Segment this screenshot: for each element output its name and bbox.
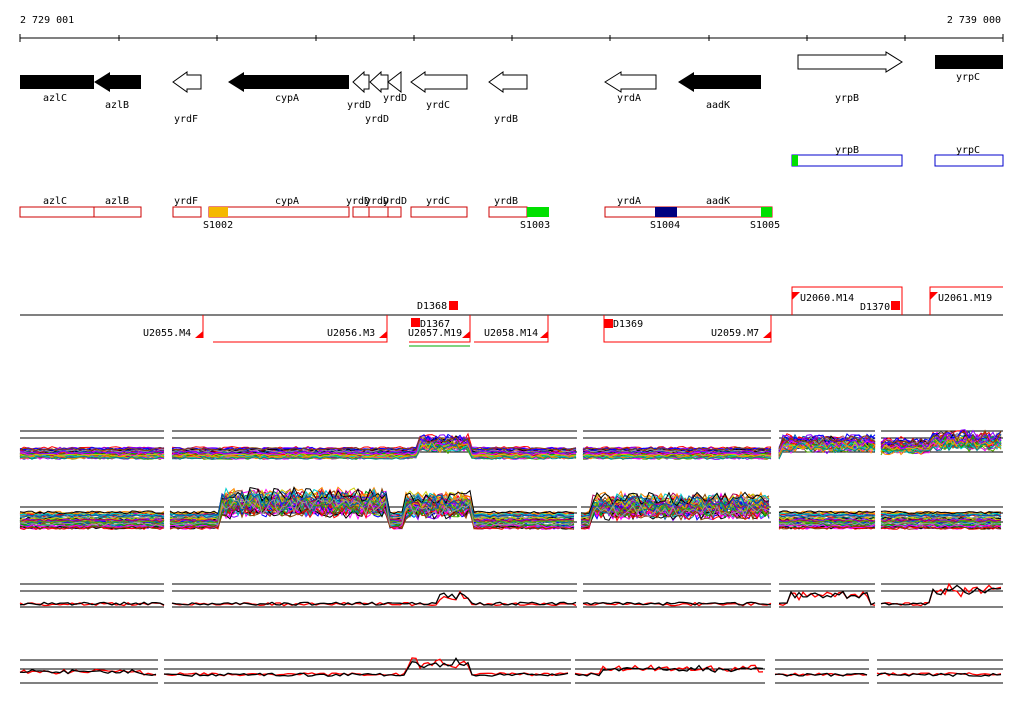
reverse-box-yrdA[interactable]: [605, 207, 656, 217]
site-label: S1004: [650, 220, 680, 231]
transcript-end-marker: [379, 331, 387, 338]
gene-label: cypA: [275, 93, 299, 104]
gene-arrow-aadK[interactable]: [678, 72, 761, 92]
gene-label: yrpB: [835, 93, 859, 104]
gene-label: yrdF: [174, 114, 198, 125]
box-label: cypA: [275, 196, 299, 207]
box-label: azlC: [43, 196, 67, 207]
gene-arrow-azlC[interactable]: [20, 75, 94, 89]
transcript-end-marker: [195, 331, 203, 338]
marker-label: D1367: [420, 319, 450, 330]
box-label: yrdF: [174, 196, 198, 207]
transcript-label: U2056.M3: [327, 328, 375, 339]
box-label: yrdC: [426, 196, 450, 207]
site-label: S1003: [520, 220, 550, 231]
reverse-box-yrdD[interactable]: [353, 207, 369, 217]
gene-label: yrdD: [365, 114, 389, 125]
gene-arrow-yrdD[interactable]: [388, 72, 401, 92]
coordinate-ruler: 2 729 001 2 739 000: [20, 15, 1003, 42]
site-marker-S1002[interactable]: [209, 207, 228, 217]
marker-D1370[interactable]: [891, 301, 900, 310]
gene-label: yrpC: [956, 72, 980, 83]
transcript-start-marker: [930, 292, 938, 300]
reverse-box-yrdB[interactable]: [489, 207, 527, 217]
profile-trace: [881, 585, 1001, 605]
marker-D1367[interactable]: [411, 318, 420, 327]
marker-D1369[interactable]: [604, 319, 613, 328]
gene-arrow-yrdB[interactable]: [489, 72, 527, 92]
gene-label: yrdA: [617, 93, 641, 104]
coord-start: 2 729 001: [20, 15, 74, 26]
gene-label: aadK: [706, 100, 730, 111]
site-label: S1005: [750, 220, 780, 231]
site-label: S1002: [203, 220, 233, 231]
box-label: yrpB: [835, 145, 859, 156]
reverse-box-yrdD[interactable]: [369, 207, 388, 217]
transcript-label: U2058.M14: [484, 328, 538, 339]
transcript-start-marker: [792, 292, 800, 300]
gene-label: azlC: [43, 93, 67, 104]
forward-box-track: yrpB yrpC: [792, 145, 1003, 166]
reverse-box-azlC[interactable]: [20, 207, 94, 217]
transcript-label: U2055.M4: [143, 328, 191, 339]
marker-D1368[interactable]: [449, 301, 458, 310]
gene-arrow-yrdC[interactable]: [411, 72, 467, 92]
box-label: aadK: [706, 196, 730, 207]
transcript-label: U2059.M7: [711, 328, 759, 339]
reverse-box-yrdD[interactable]: [388, 207, 401, 217]
gene-arrow-yrdD[interactable]: [370, 72, 388, 92]
forward-site-marker: [792, 155, 798, 166]
profile-trace: [779, 592, 875, 605]
reverse-box-yrdC[interactable]: [411, 207, 467, 217]
site-marker-S1003[interactable]: [527, 207, 549, 217]
gene-arrow-cypA[interactable]: [228, 72, 349, 92]
gene-label: yrdC: [426, 100, 450, 111]
transcript-label: U2060.M14: [800, 293, 854, 304]
site-marker-S1005[interactable]: [761, 207, 772, 217]
marker-label: D1368: [417, 301, 447, 312]
profile-trace: [172, 434, 576, 450]
reverse-box-track: azlC azlB yrdF cypA yrdD yrdD yrdD yrdC …: [20, 196, 780, 231]
box-label: azlB: [105, 196, 129, 207]
marker-label: D1370: [860, 302, 890, 313]
box-label: yrpC: [956, 145, 980, 156]
gene-track: azlC azlB yrdF cypA yrdD yrdD yrdD yrdC …: [20, 52, 1003, 125]
box-label: yrdD: [383, 196, 407, 207]
transcript-end-marker: [540, 331, 548, 338]
profile-trace: [164, 658, 568, 676]
forward-box-yrpB[interactable]: [792, 155, 902, 166]
expression-profiles: [20, 430, 1003, 683]
reverse-box-yrdF[interactable]: [173, 207, 201, 217]
reverse-box-azlB[interactable]: [94, 207, 141, 217]
marker-label: D1369: [613, 319, 643, 330]
gene-arrow-yrpC[interactable]: [935, 55, 1003, 69]
profile-trace: [164, 658, 568, 676]
gene-label: yrdB: [494, 114, 518, 125]
gene-arrow-yrdD[interactable]: [353, 72, 369, 92]
box-label: yrdA: [617, 196, 641, 207]
transcript-end-marker: [462, 331, 470, 338]
transcript-label: U2061.M19: [938, 293, 992, 304]
gene-arrow-yrdF[interactable]: [173, 72, 201, 92]
forward-box-yrpC[interactable]: [935, 155, 1003, 166]
box-label: yrdB: [494, 196, 518, 207]
gene-label: yrdD: [347, 100, 371, 111]
gene-arrow-azlB[interactable]: [94, 72, 141, 92]
transcript-end-marker: [763, 331, 771, 338]
gene-label: yrdD: [383, 93, 407, 104]
site-marker-S1004[interactable]: [655, 207, 677, 217]
coord-end: 2 739 000: [947, 15, 1001, 26]
gene-arrow-yrdA[interactable]: [605, 72, 656, 92]
gene-arrow-yrpB[interactable]: [798, 52, 902, 72]
transcript-track: U2060.M14 U2061.M19 U2055.M4 U2056.M3 U2…: [20, 287, 1003, 346]
gene-label: azlB: [105, 100, 129, 111]
reverse-box-cypA[interactable]: [209, 207, 349, 217]
